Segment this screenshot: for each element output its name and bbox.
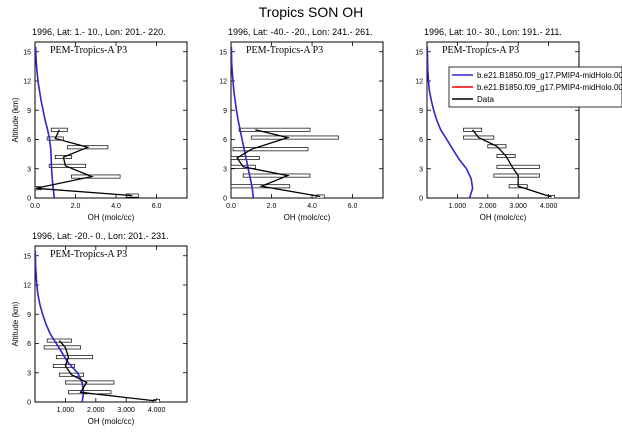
x-tick-label: 2.000 — [479, 203, 497, 210]
legend-label: b.e21.B1850.f09_g17.PMIP4-midHolo.001 — [477, 71, 622, 80]
error-box — [496, 164, 540, 169]
campaign-label: PEM-Tropics-A P3 — [50, 45, 127, 56]
y-tick-label: 0 — [419, 196, 423, 203]
error-box — [50, 127, 68, 132]
model-line-blue — [427, 46, 474, 198]
x-tick-label: 2.0 — [71, 203, 81, 210]
y-tick-label: 3 — [419, 166, 423, 173]
error-box — [232, 147, 309, 152]
error-box — [242, 173, 311, 178]
plot-frame — [426, 41, 580, 199]
x-tick-label: 6.0 — [348, 203, 358, 210]
panel-2: 1996, Lat: -40.- -20., Lon: 241.- 261. 0 3… — [219, 27, 384, 222]
y-tick-label: 3 — [223, 166, 227, 173]
y-tick-label: 12 — [415, 79, 423, 86]
legend: b.e21.B1850.f09_g17.PMIP4-midHolo.001 b.e… — [448, 66, 622, 108]
y-tick-label: 9 — [419, 108, 423, 115]
data-layer — [35, 250, 160, 402]
figure-title: Tropics SON OH — [259, 4, 364, 20]
error-box — [43, 345, 81, 350]
data-line — [236, 129, 321, 198]
y-tick-label: 15 — [415, 49, 423, 56]
x-tick-label: 2.000 — [87, 407, 105, 414]
model-line-blue — [231, 46, 255, 198]
data-line — [58, 340, 157, 402]
x-axis-label: OH (molc/cc) — [88, 213, 135, 222]
error-box — [55, 355, 94, 360]
y-tick-label: 0 — [27, 400, 31, 407]
error-box — [71, 174, 121, 179]
error-box — [250, 135, 339, 140]
error-box — [48, 163, 87, 168]
x-tick-label: 3.000 — [509, 203, 527, 210]
plot-frame — [34, 245, 188, 403]
y-tick-label: 9 — [27, 312, 31, 319]
x-tick-label: 4.000 — [148, 407, 166, 414]
legend-label: b.e21.B1850.f09_g17.PMIP4-midHolo.002 — [477, 83, 622, 92]
x-tick-label: 0.0 — [30, 203, 40, 210]
data-line — [35, 129, 133, 197]
campaign-label: PEM-Tropics-A P3 — [246, 45, 323, 56]
legend-box — [448, 66, 622, 108]
campaign-label: PEM-Tropics-A P3 — [442, 45, 519, 56]
panel-title: 1996, Lat: -40.- -20., Lon: 241.- 261. — [228, 27, 373, 37]
x-tick-label: 3.000 — [117, 407, 135, 414]
y-tick-label: 9 — [223, 108, 227, 115]
panel-title: 1996, Lat: -20.- 0., Lon: 201.- 231. — [32, 231, 169, 241]
data-line — [472, 129, 552, 198]
y-tick-label: 12 — [219, 79, 227, 86]
x-tick-label: 4.0 — [307, 203, 317, 210]
y-axis-label: Altitude (km) — [11, 301, 20, 346]
x-tick-label: 1.000 — [57, 407, 75, 414]
y-tick-label: 6 — [419, 137, 423, 144]
model-line-red — [35, 250, 85, 402]
y-tick-label: 15 — [23, 49, 31, 56]
y-tick-label: 0 — [223, 196, 227, 203]
y-tick-label: 9 — [27, 108, 31, 115]
panel-title: 1996, Lat: 1.- 10., Lon: 201.- 220. — [32, 27, 166, 37]
y-tick-label: 15 — [23, 253, 31, 260]
error-box — [238, 127, 311, 132]
y-tick-label: 12 — [23, 79, 31, 86]
x-tick-label: 2.0 — [267, 203, 277, 210]
x-tick-label: 4.0 — [111, 203, 121, 210]
data-layer — [427, 46, 556, 198]
model-line-blue — [35, 250, 85, 402]
x-axis-label: OH (molc/cc) — [284, 213, 331, 222]
plot-frame — [230, 41, 384, 199]
panel-1: 1996, Lat: 1.- 10., Lon: 201.- 220. 0 3 6 9 1… — [11, 27, 188, 222]
y-tick-label: 6 — [27, 341, 31, 348]
x-tick-label: 1.000 — [449, 203, 467, 210]
x-tick-label: 0.0 — [226, 203, 236, 210]
error-box — [463, 127, 483, 132]
error-box — [52, 363, 75, 368]
y-tick-label: 15 — [219, 49, 227, 56]
x-axis-label: OH (molc/cc) — [480, 213, 527, 222]
panel-3: 1996, Lat: 10.- 30., Lon: 191.- 211. 0 3 6 9… — [415, 27, 622, 222]
panel-4: 1996, Lat: -20.- 0., Lon: 201.- 231. 0 3 6 9… — [11, 231, 188, 426]
x-axis-label: OH (molc/cc) — [88, 417, 135, 426]
y-tick-label: 3 — [27, 166, 31, 173]
error-box — [46, 338, 72, 343]
y-tick-label: 0 — [27, 196, 31, 203]
y-tick-label: 6 — [27, 137, 31, 144]
data-layer — [35, 46, 139, 198]
error-box — [65, 380, 115, 385]
y-tick-label: 12 — [23, 283, 31, 290]
data-layer — [231, 46, 339, 198]
y-tick-label: 6 — [223, 137, 227, 144]
legend-label: Data — [477, 95, 494, 104]
campaign-label: PEM-Tropics-A P3 — [50, 249, 127, 260]
plot-frame — [34, 41, 188, 199]
y-tick-label: 3 — [27, 370, 31, 377]
model-line-blue — [35, 46, 56, 198]
y-axis-label: Altitude (km) — [11, 97, 20, 142]
x-tick-label: 4.000 — [540, 203, 558, 210]
panel-title: 1996, Lat: 10.- 30., Lon: 191.- 211. — [424, 27, 562, 37]
x-tick-label: 6.0 — [152, 203, 162, 210]
